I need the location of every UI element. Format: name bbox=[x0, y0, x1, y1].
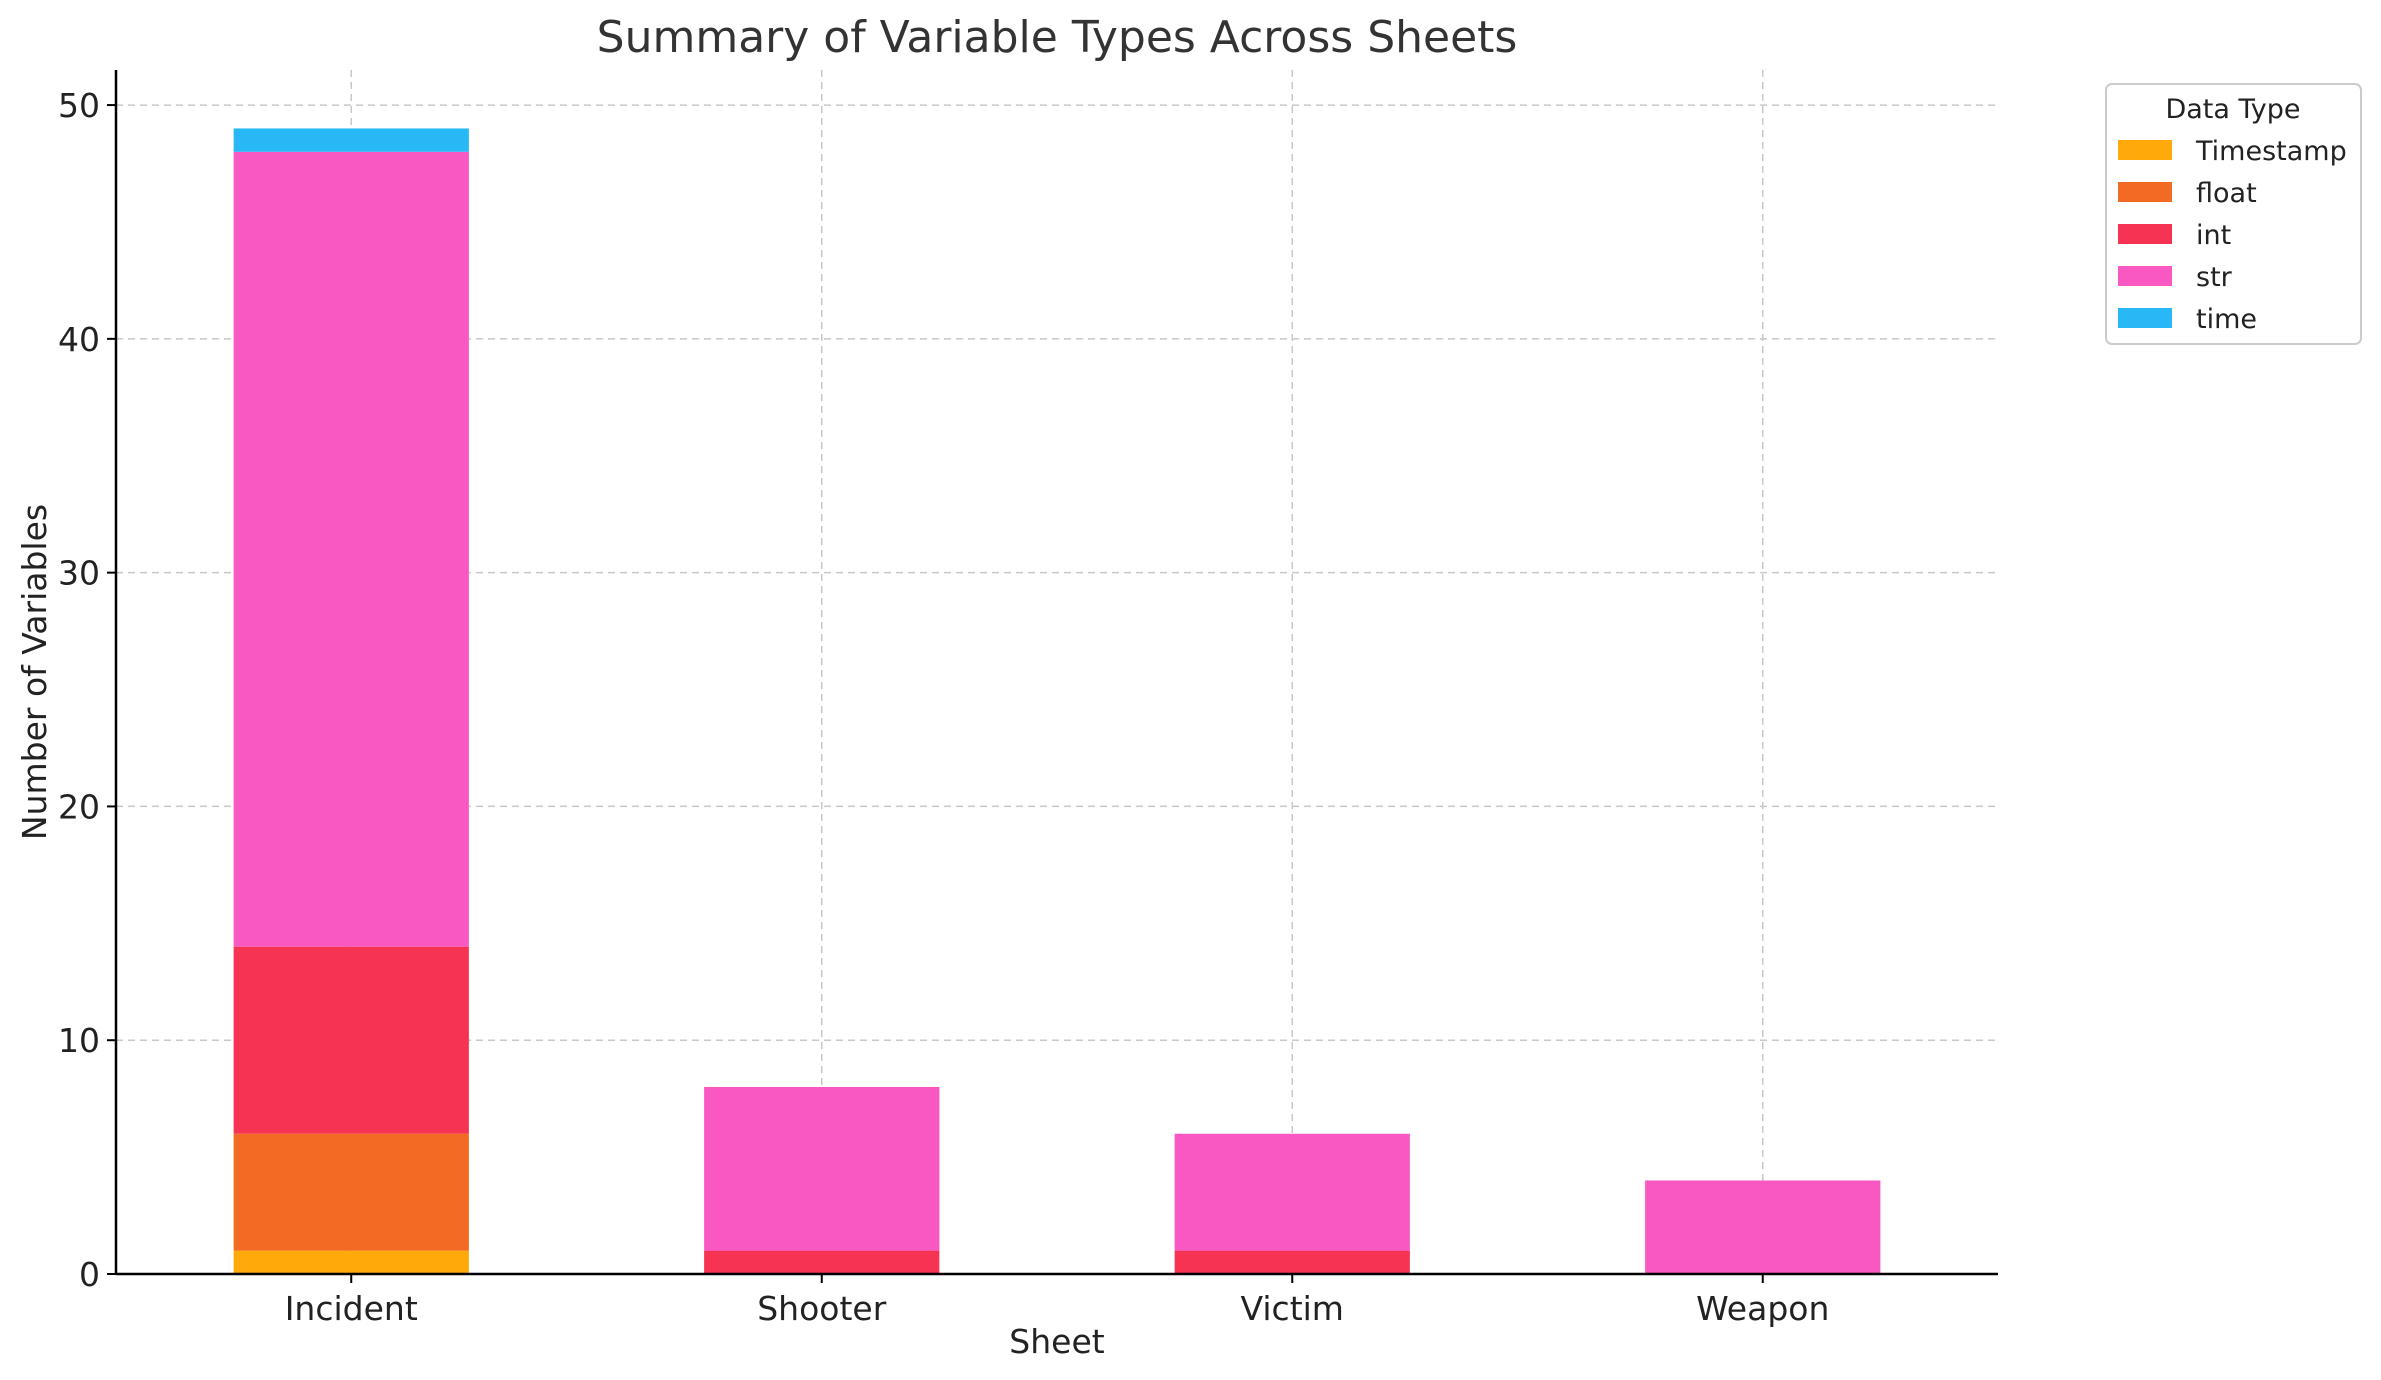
x-tick-label: Weapon bbox=[1696, 1289, 1829, 1328]
axes bbox=[114, 70, 1998, 1276]
y-ticks: 0 10 20 30 40 50 bbox=[58, 86, 116, 1294]
legend-title: Data Type bbox=[2165, 94, 2300, 125]
y-tick-label: 40 bbox=[58, 320, 100, 359]
bar-segment-incident-timestamp bbox=[233, 1250, 469, 1274]
y-axis-label: Number of Variables bbox=[15, 504, 54, 840]
legend-items: Timestamp float int str time bbox=[2118, 136, 2347, 335]
legend-label-int: int bbox=[2196, 220, 2231, 251]
x-tick-label: Incident bbox=[285, 1289, 418, 1328]
legend-swatch-str bbox=[2118, 266, 2172, 286]
chart-title: Summary of Variable Types Across Sheets bbox=[597, 12, 1518, 63]
legend: Data Type Timestamp float int str time bbox=[2105, 83, 2362, 345]
bar-segment-incident-int bbox=[233, 946, 469, 1134]
x-ticks: Incident Shooter Victim Weapon bbox=[285, 1274, 1829, 1328]
y-tick-label: 10 bbox=[58, 1021, 100, 1060]
legend-label-timestamp: Timestamp bbox=[2195, 136, 2347, 167]
bars bbox=[233, 128, 1881, 1274]
bar-segment-victim-str bbox=[1174, 1133, 1410, 1251]
bar-segment-victim-int bbox=[1174, 1250, 1410, 1274]
y-tick-label: 0 bbox=[79, 1255, 100, 1294]
y-tick-label: 20 bbox=[58, 787, 100, 826]
legend-swatch-int bbox=[2118, 224, 2172, 244]
legend-label-str: str bbox=[2196, 262, 2233, 293]
x-tick-label: Victim bbox=[1241, 1289, 1344, 1328]
bar-segment-incident-time bbox=[233, 128, 469, 152]
legend-swatch-timestamp bbox=[2118, 140, 2172, 160]
bar-segment-shooter-str bbox=[704, 1086, 940, 1251]
bar-segment-weapon-str bbox=[1645, 1180, 1881, 1274]
y-tick-label: 50 bbox=[58, 86, 100, 125]
legend-label-float: float bbox=[2196, 178, 2257, 209]
x-tick-label: Shooter bbox=[757, 1289, 886, 1328]
legend-swatch-float bbox=[2118, 182, 2172, 202]
legend-swatch-time bbox=[2118, 308, 2172, 328]
x-axis-label: Sheet bbox=[1009, 1322, 1104, 1361]
legend-label-time: time bbox=[2196, 304, 2257, 335]
bar-segment-shooter-int bbox=[704, 1250, 940, 1274]
y-tick-label: 30 bbox=[58, 554, 100, 593]
bar-segment-incident-str bbox=[233, 151, 469, 947]
bar-segment-incident-float bbox=[233, 1133, 469, 1251]
